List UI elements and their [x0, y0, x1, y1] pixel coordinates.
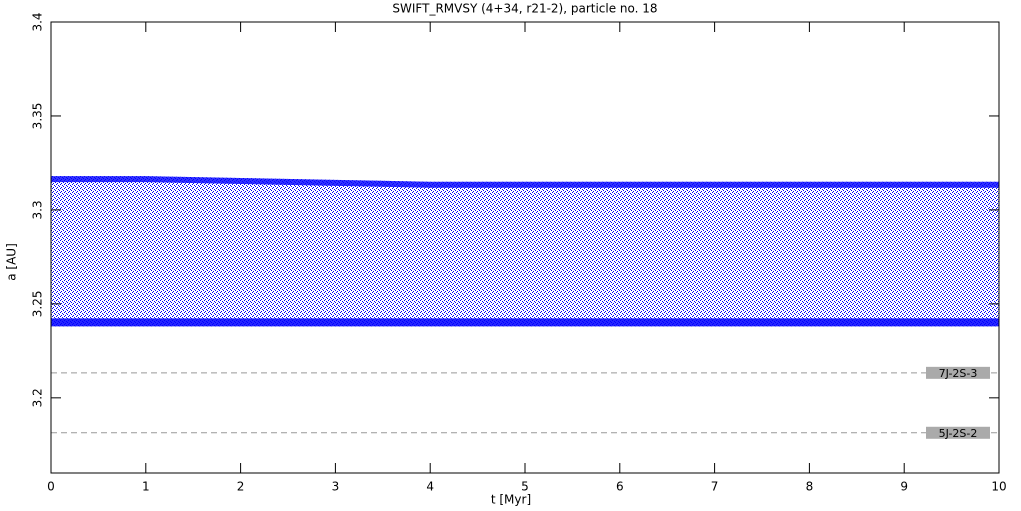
x-tick-label: 1 [142, 480, 150, 494]
resonance-label-box [926, 366, 990, 379]
x-tick-label: 9 [900, 480, 908, 494]
x-tick-label: 7 [711, 480, 719, 494]
resonance-label: 5J-2S-2 [939, 427, 978, 440]
x-tick-label: 4 [426, 480, 434, 494]
x-tick-label: 5 [521, 480, 529, 494]
data-band [51, 176, 999, 327]
chart-title: SWIFT_RMVSY (4+34, r21-2), particle no. … [392, 2, 657, 16]
x-tick-label: 0 [47, 480, 55, 494]
x-axis-label: t [Myr] [491, 493, 531, 507]
resonance-label-box [926, 426, 990, 439]
band-upper-edge [51, 176, 999, 188]
x-tick-label: 2 [237, 480, 245, 494]
y-axis-label: a [AU] [5, 243, 19, 281]
resonance-label: 7J-2S-3 [939, 367, 978, 380]
x-tick-label: 3 [332, 480, 340, 494]
x-tick-label: 8 [806, 480, 814, 494]
y-tick-label: 3.3 [31, 200, 45, 219]
y-tick-label: 3.4 [31, 12, 45, 31]
x-tick-label: 6 [616, 480, 624, 494]
y-tick-label: 3.35 [31, 103, 45, 130]
y-tick-label: 3.2 [31, 388, 45, 407]
x-tick-label: 10 [991, 480, 1006, 494]
y-tick-label: 3.25 [31, 291, 45, 318]
